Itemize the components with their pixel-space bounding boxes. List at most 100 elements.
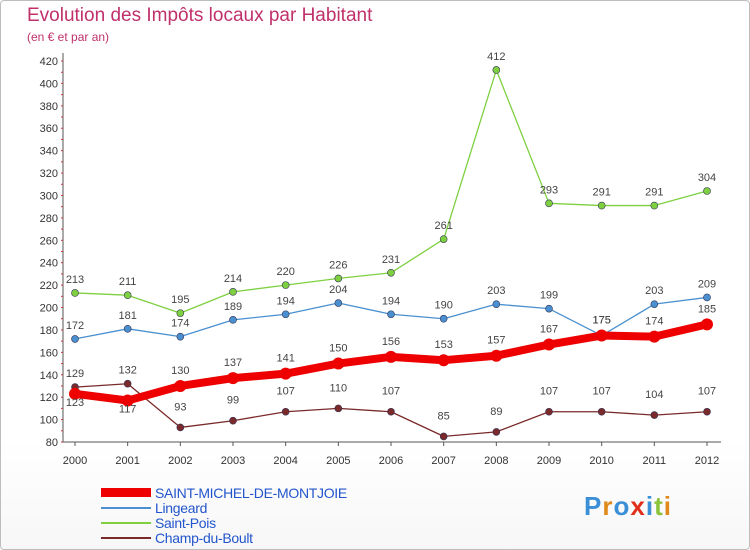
legend: SAINT-MICHEL-DE-MONTJOIE Lingeard Saint-Po… <box>101 485 347 546</box>
data-point <box>121 394 134 407</box>
data-point <box>281 407 290 416</box>
data-point <box>545 304 553 313</box>
y-tick-label: 200 <box>40 303 58 315</box>
proxiti-logo: Proxiti <box>584 491 672 522</box>
legend-swatch <box>101 488 151 497</box>
data-label: 203 <box>487 285 505 297</box>
data-label: 175 <box>592 315 610 327</box>
data-point <box>492 300 501 308</box>
y-tick-label: 320 <box>40 168 58 180</box>
data-label: 153 <box>434 339 452 351</box>
x-tick-label: 2006 <box>379 455 403 467</box>
data-label: 181 <box>118 310 136 322</box>
data-point <box>227 372 239 385</box>
data-point <box>490 349 503 362</box>
legend-item: Lingeard <box>101 500 347 516</box>
data-label: 220 <box>276 266 294 278</box>
data-point <box>176 309 185 317</box>
data-point <box>123 325 132 333</box>
data-label: 231 <box>382 254 400 266</box>
data-label: 291 <box>645 187 663 199</box>
data-point <box>281 281 290 289</box>
series-saint-michel-de-montjoie <box>69 318 713 407</box>
y-tick-label: 380 <box>40 101 58 113</box>
data-label: 141 <box>276 353 294 365</box>
y-tick-label: 120 <box>40 392 58 404</box>
data-label: 213 <box>66 274 84 286</box>
y-tick-label: 260 <box>40 235 58 247</box>
x-tick-label: 2007 <box>431 455 455 467</box>
data-label: 194 <box>382 295 400 307</box>
x-tick-label: 2005 <box>326 455 350 467</box>
data-label: 107 <box>698 386 716 398</box>
legend-item: Saint-Pois <box>101 514 347 531</box>
data-point <box>334 299 343 307</box>
y-tick-label: 300 <box>40 190 58 202</box>
data-point <box>229 416 237 425</box>
y-tick-label: 140 <box>40 370 58 382</box>
logo-letter: t <box>654 491 664 521</box>
series-line <box>74 69 708 314</box>
legend-label: Saint-Pois <box>155 514 216 531</box>
data-point <box>71 335 79 343</box>
chart-title: Evolution des Impôts locaux par Habitant <box>27 5 373 26</box>
data-label: 130 <box>171 365 189 377</box>
y-tick-label: 280 <box>40 213 58 225</box>
data-label: 167 <box>540 324 558 336</box>
y-tick-label: 80 <box>46 437 58 449</box>
data-point <box>123 291 132 300</box>
series-saint-pois <box>71 66 711 317</box>
data-label: 104 <box>645 389 663 401</box>
data-point <box>437 354 450 367</box>
data-point <box>334 274 343 283</box>
legend-swatch <box>101 521 151 524</box>
y-tick-label: 400 <box>40 78 58 90</box>
data-point <box>703 293 711 302</box>
data-label: 195 <box>171 294 189 306</box>
data-label: 93 <box>174 401 186 413</box>
data-point <box>439 235 448 243</box>
data-point <box>176 423 185 432</box>
legend-item: Champ-du-Boult <box>101 530 347 546</box>
data-label: 107 <box>540 386 558 398</box>
data-label: 107 <box>382 386 400 398</box>
logo-letter: r <box>602 491 614 521</box>
data-label: 132 <box>118 365 136 377</box>
data-label: 89 <box>490 406 502 418</box>
data-label: 304 <box>698 172 716 184</box>
data-point <box>492 428 501 436</box>
data-label: 150 <box>329 343 347 355</box>
x-tick-label: 2011 <box>643 455 667 467</box>
data-point <box>650 411 659 419</box>
data-label: 156 <box>382 336 400 348</box>
x-tick-label: 2009 <box>537 455 561 467</box>
x-tick-label: 2002 <box>168 455 192 467</box>
data-point <box>387 407 395 416</box>
data-label: 194 <box>276 295 294 307</box>
data-label: 174 <box>645 316 663 328</box>
data-point <box>703 407 711 416</box>
y-tick-label: 220 <box>40 280 58 292</box>
data-point <box>387 310 395 319</box>
data-point <box>648 330 661 343</box>
data-point <box>701 318 713 331</box>
logo-letter: x <box>630 491 646 521</box>
y-tick-label: 180 <box>40 325 58 337</box>
data-point <box>332 357 345 370</box>
data-label: 172 <box>66 320 84 332</box>
data-label: 412 <box>487 51 505 63</box>
data-point <box>71 289 79 297</box>
data-point <box>176 332 185 341</box>
data-point <box>595 329 608 342</box>
data-point <box>543 338 555 351</box>
y-tick-label: 340 <box>40 146 58 158</box>
data-point <box>545 407 553 416</box>
data-point <box>650 300 659 308</box>
data-label: 117 <box>119 404 137 416</box>
legend-item: SAINT-MICHEL-DE-MONTJOIE <box>101 485 347 501</box>
data-label: 157 <box>487 335 505 347</box>
logo-letter: i <box>663 491 672 521</box>
logo-letter: o <box>613 491 631 521</box>
x-tick-label: 2010 <box>589 455 613 467</box>
